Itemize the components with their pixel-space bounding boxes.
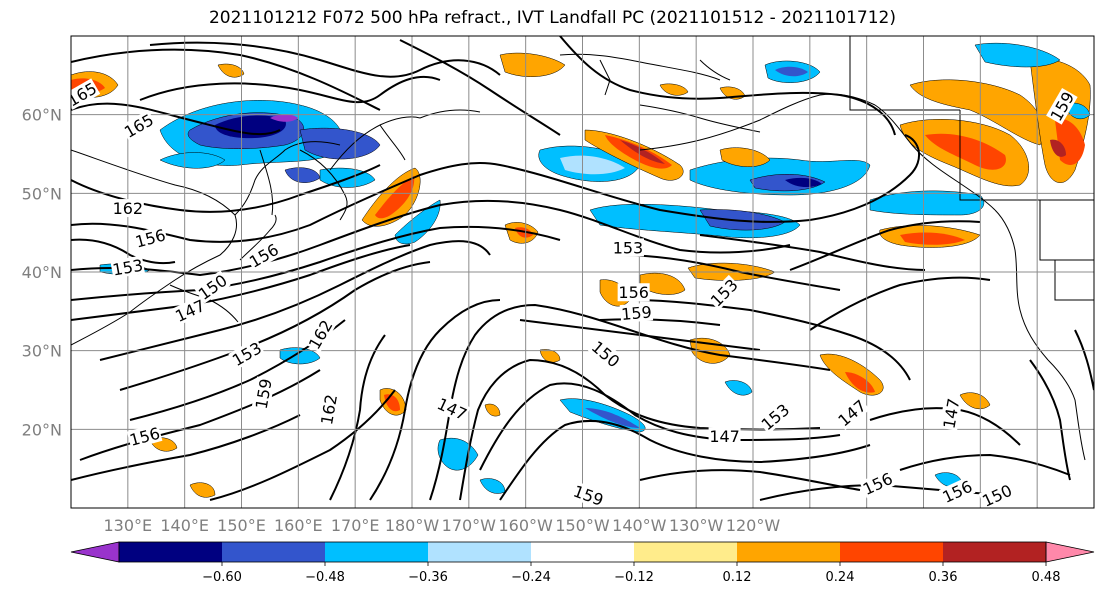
contour-label-mask [570, 481, 607, 508]
contour-label: 147 [708, 427, 741, 446]
colorbar: −0.60 −0.48 −0.36 −0.24 −0.12 0.12 0.24 0.36 0.4… [70, 541, 1095, 585]
contour-label-mask [757, 399, 794, 434]
colorbar-label: −0.48 [305, 570, 345, 585]
map-title: 2021101212 F072 500 hPa refract., IVT La… [208, 8, 896, 28]
longitude-label: 130°W [669, 516, 724, 535]
contour-label-mask [833, 395, 870, 431]
longitude-label: 170°W [442, 516, 497, 535]
latitude-labels: 60°N 50°N 40°N 30°N 20°N [22, 106, 62, 440]
longitude-label: 120°W [726, 516, 781, 535]
contour-label-text: 156 [37, 480, 70, 504]
colorbar-swatch [737, 542, 840, 562]
colorbar-swatch [119, 542, 222, 562]
colorbar-label: −0.60 [202, 570, 242, 585]
contour-label-mask [25, 488, 60, 511]
colorbar-min-extend [70, 541, 120, 563]
colorbar-swatch [634, 542, 737, 562]
contour-label-text: 159 [620, 302, 652, 324]
contour-label-mask [120, 109, 158, 142]
contour-label-mask [619, 302, 654, 324]
colorbar-swatch [943, 542, 1046, 562]
colorbar-swatch [222, 542, 325, 562]
contour-label: 159 [619, 302, 654, 324]
contour-label: 159 [25, 488, 60, 512]
plot-frame [70, 35, 1095, 509]
colorbar-label: −0.36 [408, 570, 448, 585]
contour-label-text: 159 [26, 488, 59, 512]
contour-label-mask [304, 316, 336, 353]
contour-label-mask [245, 239, 283, 272]
colorbar-label: −0.24 [511, 570, 551, 585]
colorbar-label: −0.12 [614, 570, 654, 585]
contour-label-text: 147 [709, 427, 740, 446]
latitude-label: 30°N [22, 342, 62, 361]
contour-label-mask [938, 476, 976, 507]
contour-label-mask [433, 393, 471, 424]
contour-label-mask [316, 392, 341, 427]
contour-label-mask [171, 295, 209, 326]
latitude-label: 50°N [22, 184, 62, 203]
latitude-label: 60°N [22, 106, 62, 125]
colorbar-swatch [325, 542, 428, 562]
contour-label-mask [978, 480, 1016, 508]
longitude-label: 160°W [498, 516, 553, 535]
latitude-label: 40°N [22, 263, 62, 282]
colorbar-label: 0.24 [826, 570, 855, 585]
contour-label: 147 [433, 393, 471, 424]
colorbar-swatch [428, 542, 531, 562]
longitude-label: 140°E [160, 516, 209, 535]
contour-label-mask [706, 274, 742, 311]
contour-label: 156 [37, 479, 72, 504]
contour-label-mask [617, 283, 650, 302]
contour-label-mask [859, 468, 896, 499]
contour-label-text: 162 [113, 199, 144, 218]
colorbar-swatch [840, 542, 943, 562]
contour-label-mask [31, 301, 59, 337]
contour-label-mask [708, 427, 741, 446]
contour-label-text: 156 [618, 283, 649, 302]
longitude-label: 160°E [274, 516, 323, 535]
contour-label-mask [71, 78, 101, 110]
contour-label: 156 [617, 283, 650, 302]
latitude-label: 20°N [22, 420, 62, 439]
colorbar-label: 0.48 [1032, 570, 1061, 585]
contour-label: 162 [111, 199, 144, 218]
contour-label-text: 153 [613, 238, 644, 257]
longitude-label: 150°E [217, 516, 266, 535]
longitude-label: 180°W [385, 516, 440, 535]
colorbar-label: 0.12 [723, 570, 752, 585]
contour-label-mask [251, 376, 275, 412]
contour-label: 162 [31, 301, 60, 338]
contour-label-mask [126, 423, 163, 450]
contour-label-mask [611, 238, 644, 257]
contour-label-mask [1046, 87, 1078, 125]
longitude-label: 140°W [612, 516, 667, 535]
contour-label: 147 [939, 396, 963, 431]
colorbar-swatch [531, 542, 634, 562]
colorbar-frame [118, 541, 1047, 563]
longitude-labels: 130°E 140°E 150°E 160°E 170°E 180°W 170°W 160°W… [104, 516, 781, 535]
contour-label-mask [132, 225, 169, 251]
contour-label-mask [111, 199, 144, 218]
longitude-label: 170°E [331, 516, 380, 535]
longitude-label: 150°W [555, 516, 610, 535]
longitude-label: 130°E [104, 516, 153, 535]
colorbar-label: 0.36 [929, 570, 958, 585]
contour-label-mask [110, 255, 145, 279]
contour-label-mask [71, 479, 72, 503]
refractivity-contours [71, 36, 1094, 501]
colorbar-max-extend [1045, 541, 1095, 563]
contour-label-mask [587, 336, 624, 372]
contour-label: 153 [611, 238, 644, 257]
contour-label-mask [939, 396, 963, 431]
contour-label-mask [228, 337, 266, 370]
contour-label-text: 162 [31, 301, 59, 336]
contour-label: 159 [570, 481, 607, 508]
contour-label-mask [194, 270, 231, 304]
